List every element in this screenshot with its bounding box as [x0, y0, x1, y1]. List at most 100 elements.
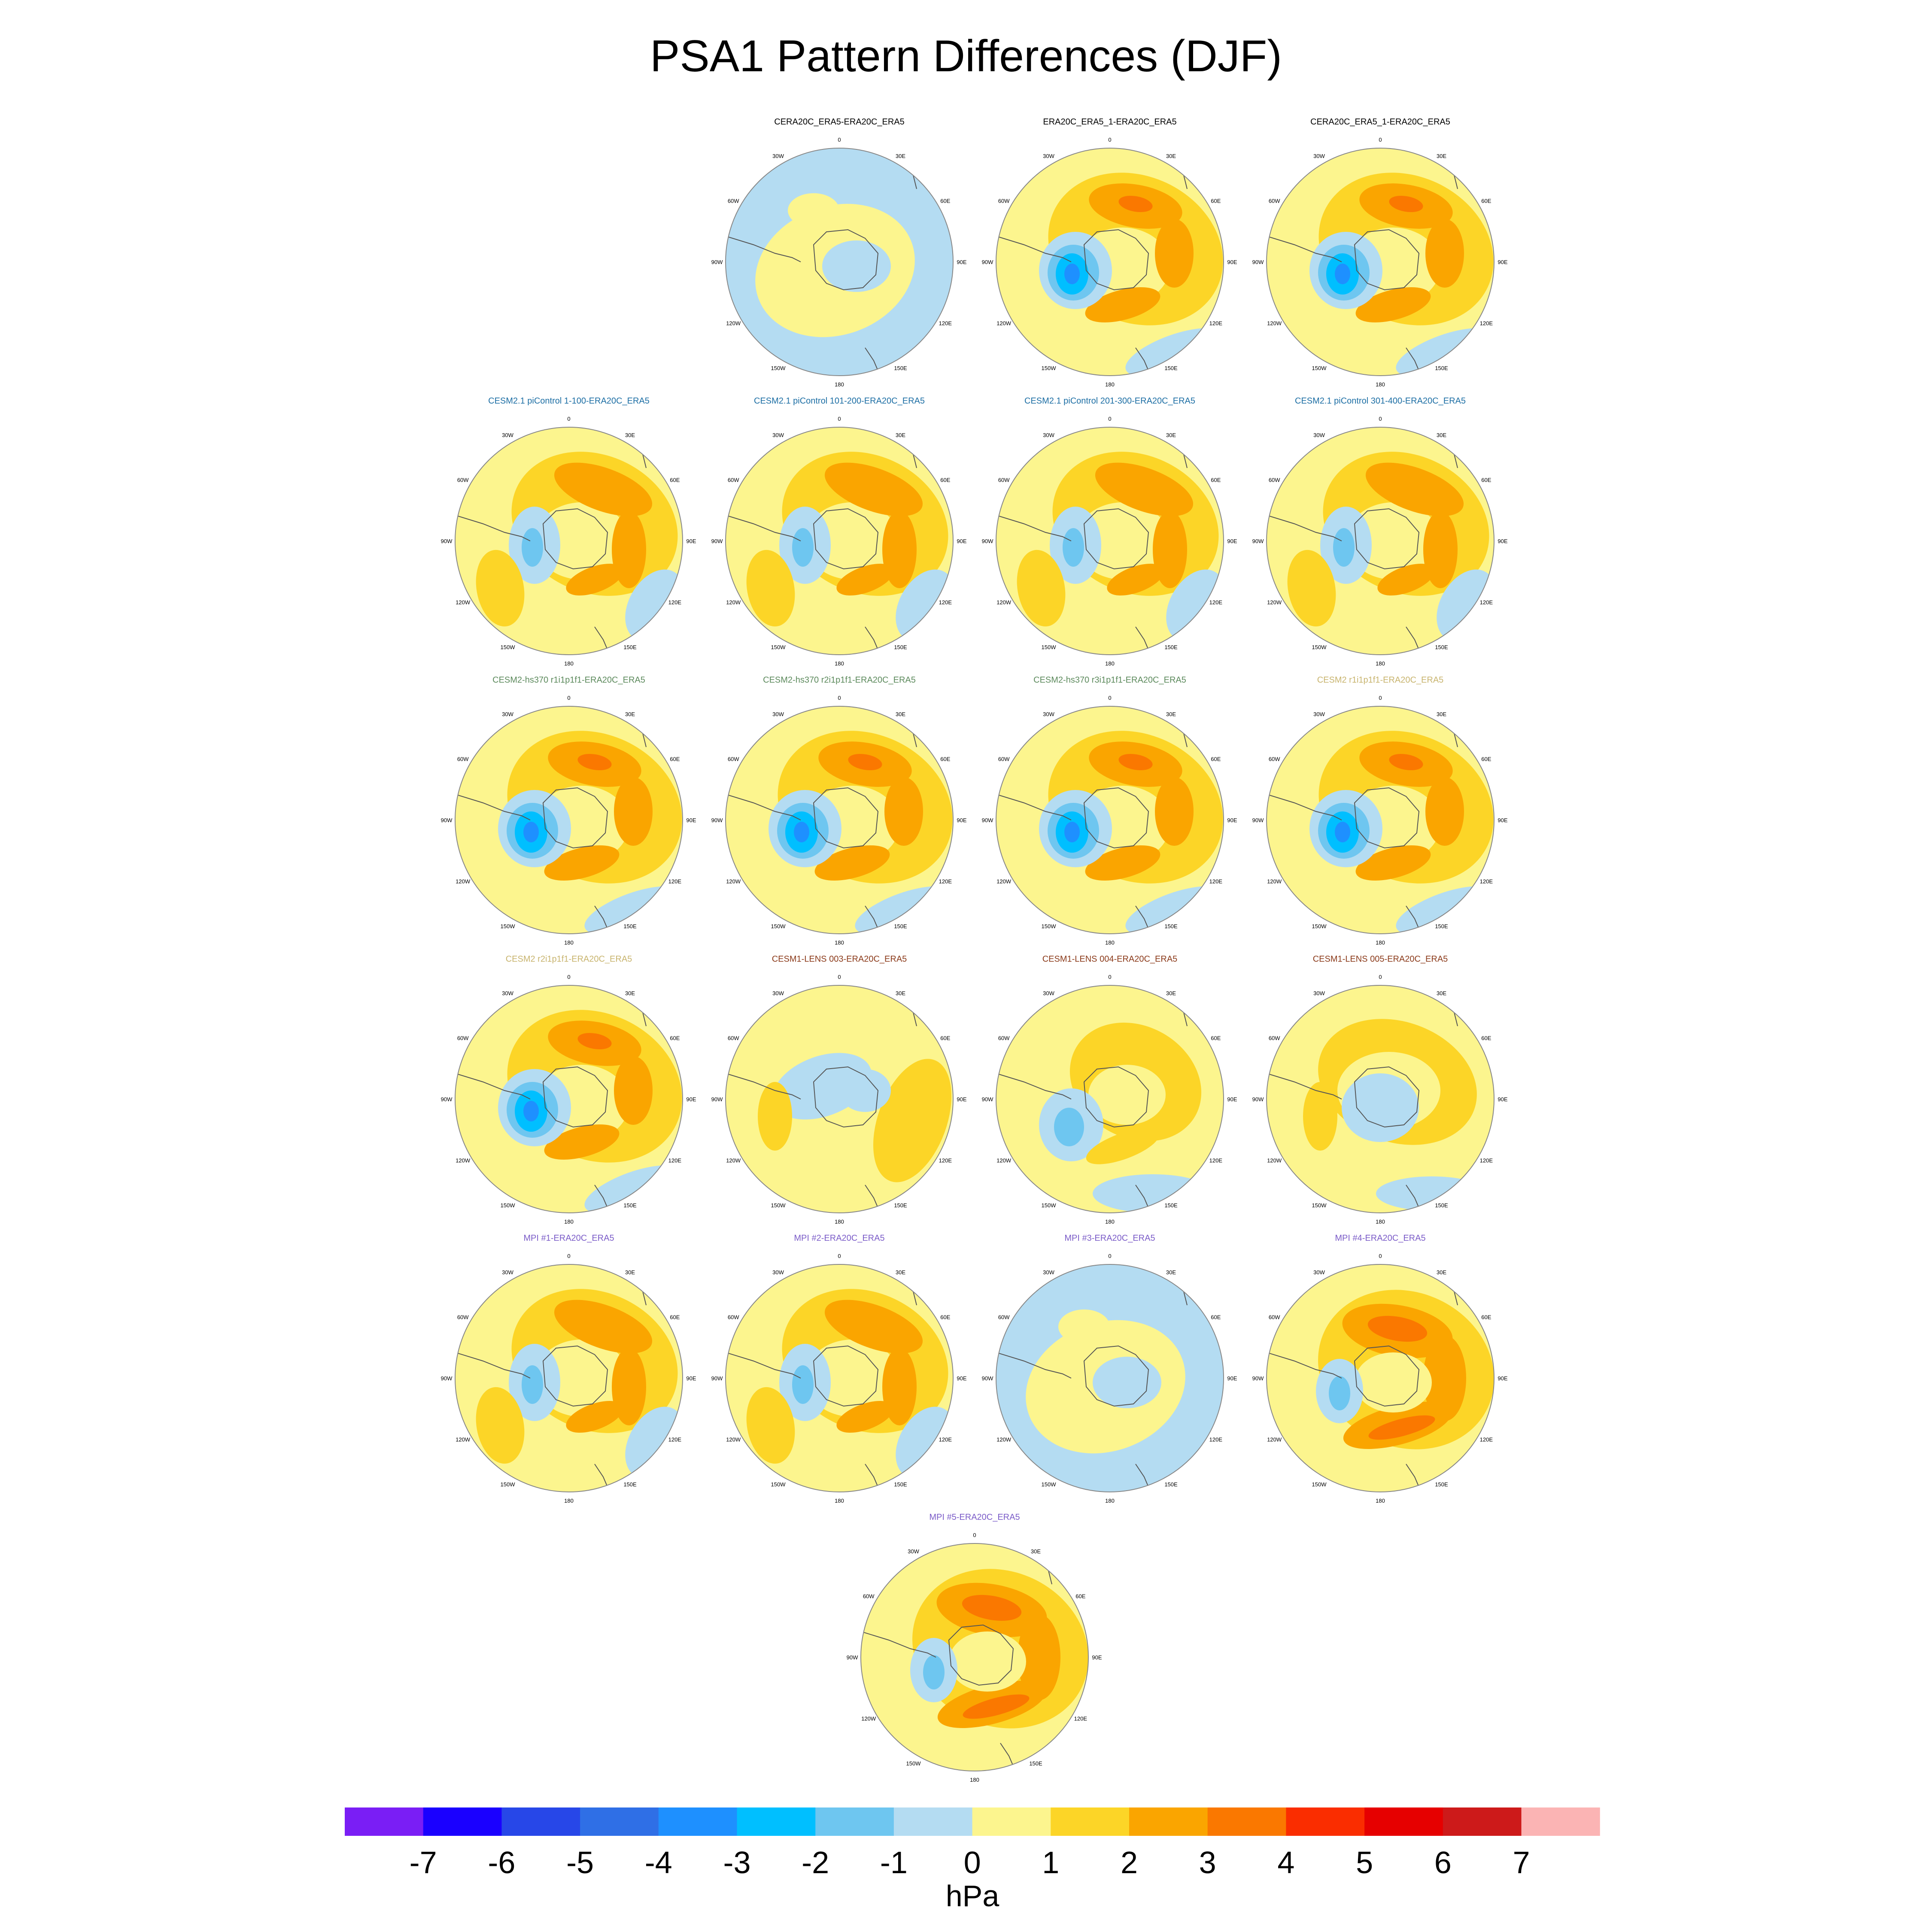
contour-blob	[1064, 264, 1080, 284]
longitude-label: 90E	[1092, 1654, 1102, 1661]
longitude-label: 120W	[456, 1157, 471, 1164]
longitude-label: 120E	[1074, 1716, 1088, 1722]
contour-blob	[792, 1365, 814, 1404]
panel-title: CESM2.1 piControl 101-200-ERA20C_ERA5	[754, 396, 925, 406]
panel-title: CESM2.1 piControl 1-100-ERA20C_ERA5	[488, 396, 650, 406]
contour-blob	[963, 1694, 1030, 1719]
longitude-label: 0	[973, 1532, 976, 1538]
longitude-label: 30W	[1313, 1269, 1325, 1276]
longitude-label: 150W	[1042, 644, 1057, 650]
contour-blob	[1367, 1315, 1428, 1342]
contour-blob	[1335, 822, 1350, 842]
longitude-label: 60E	[940, 1314, 950, 1321]
contour-blob	[566, 1401, 623, 1433]
map-svg: CESM2-hs370 r3i1p1f1-ERA20C_ERA5 0 30E 60E 9…	[982, 675, 1237, 946]
map-border	[1266, 148, 1495, 376]
map-svg: CESM1-LENS 003-ERA20C_ERA5 0 30E 60E 90E 120E…	[711, 954, 967, 1225]
map-border	[1266, 706, 1495, 934]
longitude-label: 60E	[670, 1314, 680, 1321]
longitude-label: 150W	[1042, 923, 1057, 930]
contour-blob	[1333, 528, 1355, 567]
map-panel: CESM2-hs370 r3i1p1f1-ERA20C_ERA5 0 30E 60E 9…	[975, 674, 1245, 957]
panel-title: ERA20C_ERA5_1-ERA20C_ERA5	[1043, 117, 1176, 127]
map-panel: CESM2.1 piControl 101-200-ERA20C_ERA5 0 30…	[704, 395, 975, 678]
longitude-label: 60E	[1481, 198, 1491, 204]
map-svg: CESM2.1 piControl 301-400-ERA20C_ERA5 0 30…	[1252, 396, 1508, 667]
longitude-label: 60W	[728, 1314, 739, 1321]
panel-title: CESM2 r2i1p1f1-ERA20C_ERA5	[506, 954, 632, 964]
longitude-label: 90E	[686, 1096, 696, 1103]
longitude-label: 120E	[1209, 878, 1223, 885]
longitude-label: 120W	[996, 878, 1012, 885]
panel-title: CESM2.1 piControl 301-400-ERA20C_ERA5	[1295, 396, 1466, 406]
map-svg: MPI #1-ERA20C_ERA5 0 30E 60E 90E 120E 150E 180 1…	[441, 1233, 696, 1504]
contour-blob	[1368, 1415, 1435, 1440]
longitude-label: 120W	[996, 599, 1012, 606]
contour-blob	[1064, 822, 1080, 842]
map-border	[455, 706, 683, 934]
longitude-label: 180	[835, 660, 844, 667]
longitude-label: 120E	[939, 599, 952, 606]
map-panel: MPI #4-ERA20C_ERA5 0 30E 60E 90E 120E 150E 180 1…	[1245, 1232, 1516, 1516]
longitude-label: 90E	[686, 1375, 696, 1382]
longitude-label: 30E	[625, 1269, 635, 1276]
longitude-label: 0	[838, 695, 841, 701]
longitude-label: 30W	[1313, 990, 1325, 996]
longitude-label: 90W	[441, 817, 453, 823]
contour-blob	[1376, 1176, 1488, 1211]
longitude-label: 30E	[1031, 1548, 1041, 1555]
longitude-label: 150E	[1435, 923, 1448, 930]
longitude-label: 0	[1379, 137, 1382, 143]
contour-field	[455, 706, 683, 934]
longitude-label: 120W	[726, 1437, 741, 1443]
longitude-label: 0	[1108, 137, 1111, 143]
contour-blob	[1355, 1352, 1432, 1413]
map-border	[996, 427, 1224, 655]
longitude-label: 90W	[982, 1096, 993, 1103]
contour-field	[1267, 985, 1494, 1213]
longitude-label: 90W	[1252, 259, 1264, 265]
longitude-label: 0	[1108, 1253, 1111, 1259]
longitude-label: 30E	[625, 990, 635, 996]
longitude-label: 60W	[457, 1035, 469, 1042]
longitude-label: 150W	[1312, 923, 1327, 930]
contour-blob	[1303, 1082, 1337, 1151]
longitude-label: 30W	[502, 711, 513, 717]
map-svg: CESM2.1 piControl 201-300-ERA20C_ERA5 0 30…	[982, 396, 1237, 667]
longitude-label: 60E	[1211, 756, 1221, 762]
longitude-label: 30W	[502, 1269, 513, 1276]
map-panel: CESM2 r1i1p1f1-ERA20C_ERA5 0 30E 60E 90E 120E…	[1245, 674, 1516, 957]
panel-title: CERA20C_ERA5_1-ERA20C_ERA5	[1310, 117, 1450, 127]
longitude-label: 180	[1376, 1218, 1385, 1225]
longitude-label: 90E	[957, 1096, 966, 1103]
longitude-label: 150W	[1312, 1202, 1327, 1209]
longitude-label: 120W	[456, 599, 471, 606]
longitude-label: 150E	[1164, 923, 1178, 930]
contour-field	[996, 427, 1224, 655]
contour-blob	[873, 1059, 952, 1182]
contour-field	[455, 427, 683, 655]
longitude-label: 150W	[501, 1481, 516, 1488]
contour-blob	[1093, 1174, 1213, 1213]
longitude-label: 150W	[771, 365, 786, 371]
contour-blob	[1017, 550, 1066, 627]
longitude-label: 60E	[1481, 756, 1491, 762]
longitude-label: 120E	[1480, 878, 1493, 885]
contour-blob	[554, 462, 653, 516]
longitude-label: 90W	[1252, 1096, 1264, 1103]
map-svg: CESM2-hs370 r2i1p1f1-ERA20C_ERA5 0 30E 60E 9…	[711, 675, 967, 946]
longitude-label: 90E	[1498, 538, 1507, 544]
longitude-label: 90E	[1498, 1375, 1507, 1382]
longitude-label: 0	[1379, 416, 1382, 422]
longitude-label: 120W	[996, 1157, 1012, 1164]
contour-blob	[544, 845, 620, 881]
longitude-label: 120W	[456, 1437, 471, 1443]
map-svg: CERA20C_ERA5-ERA20C_ERA5 0 30E 60E 90E 120E 15…	[711, 117, 967, 388]
longitude-label: 120W	[1267, 599, 1282, 606]
longitude-label: 150W	[771, 1481, 786, 1488]
contour-blob	[1018, 1614, 1060, 1700]
contour-blob	[1155, 777, 1194, 846]
contour-blob	[848, 753, 882, 771]
longitude-label: 0	[567, 1253, 570, 1259]
longitude-label: 60W	[1269, 477, 1280, 483]
